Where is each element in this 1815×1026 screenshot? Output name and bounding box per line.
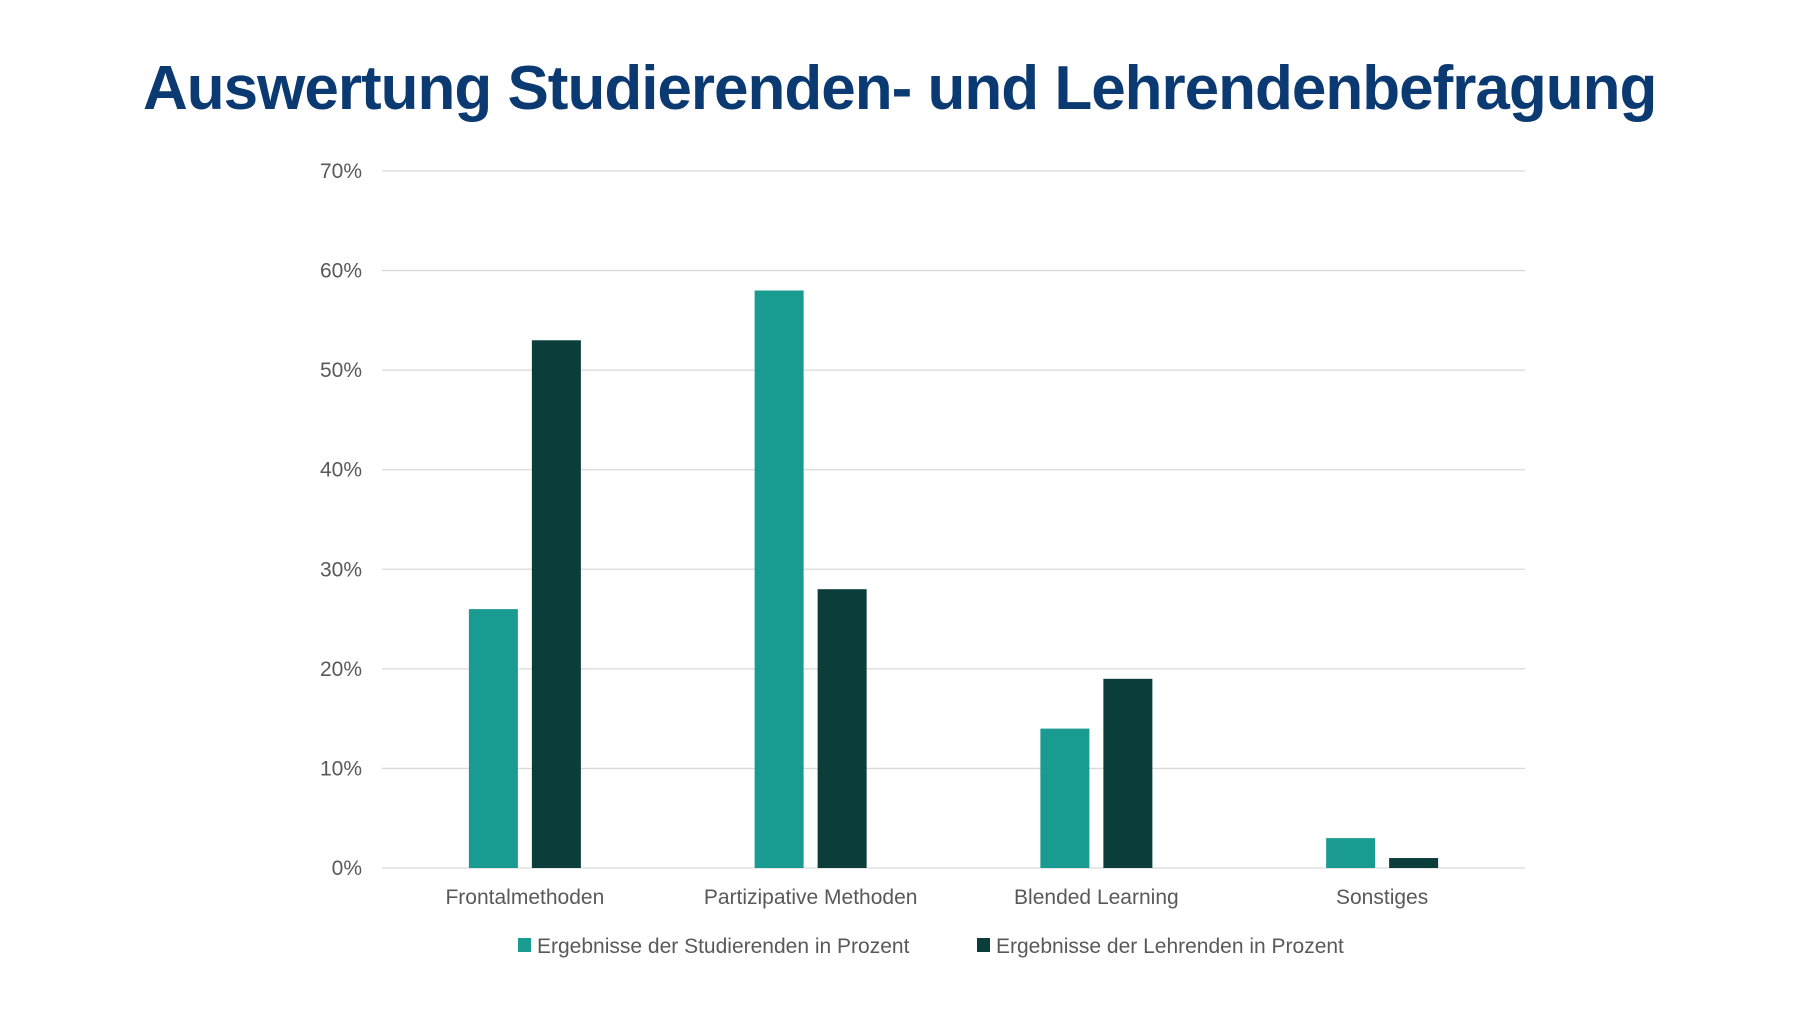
legend-swatch [518,938,531,952]
bars [468,290,1439,868]
y-tick-label: 40% [320,459,362,482]
y-tick-label: 20% [320,658,362,681]
legend-label: Ergebnisse der Lehrenden in Prozent [996,935,1344,958]
bar-lehrende [817,589,867,868]
x-tick-label: Sonstiges [1336,886,1428,909]
chart-title: Auswertung Studierenden- und Lehrendenbe… [143,54,1656,123]
y-tick-label: 30% [320,558,362,581]
legend-swatch [977,938,990,952]
y-tick-label: 60% [320,260,362,283]
bar-lehrende [531,340,581,868]
bar-studierende [1326,838,1376,868]
y-tick-label: 70% [320,160,362,183]
x-tick-label: Partizipative Methoden [704,886,918,909]
y-axis-ticks: 0% 10% 20% 30% 40% 50% 60% 70% [320,160,362,880]
legend: Ergebnisse der Studierenden in Prozent Er… [518,935,1344,958]
y-tick-label: 0% [332,857,362,880]
legend-label: Ergebnisse der Studierenden in Prozent [537,935,910,958]
bar-lehrende [1389,858,1439,868]
x-axis-labels: Frontalmethoden Partizipative Methoden Ble… [445,886,1428,909]
bar-studierende [468,609,518,868]
y-tick-label: 10% [320,757,362,780]
x-tick-label: Frontalmethoden [445,886,604,909]
bar-lehrende [1103,678,1153,868]
bar-studierende [1040,728,1090,868]
x-tick-label: Blended Learning [1014,886,1179,909]
y-tick-label: 50% [320,359,362,382]
bar-studierende [754,290,804,868]
